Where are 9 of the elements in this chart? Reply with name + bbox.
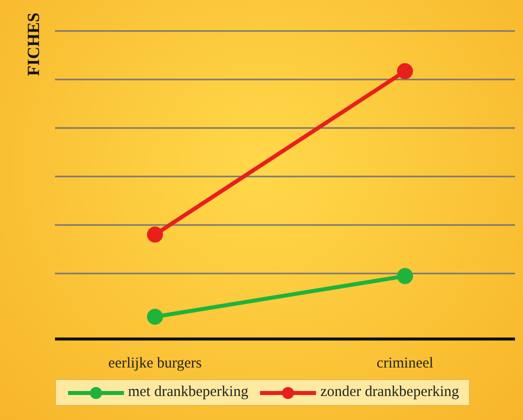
point bbox=[147, 226, 163, 243]
y-axis-title: FICHES bbox=[24, 12, 44, 76]
point bbox=[147, 308, 163, 325]
x-tick-label: crimineel bbox=[376, 356, 434, 372]
point bbox=[397, 268, 413, 284]
legend-label: zonder drankbeperking bbox=[319, 384, 460, 401]
x-tick-label: eerlijke burgers bbox=[108, 356, 202, 372]
point bbox=[397, 63, 413, 80]
legend-label: met drankbeperking bbox=[126, 384, 248, 401]
